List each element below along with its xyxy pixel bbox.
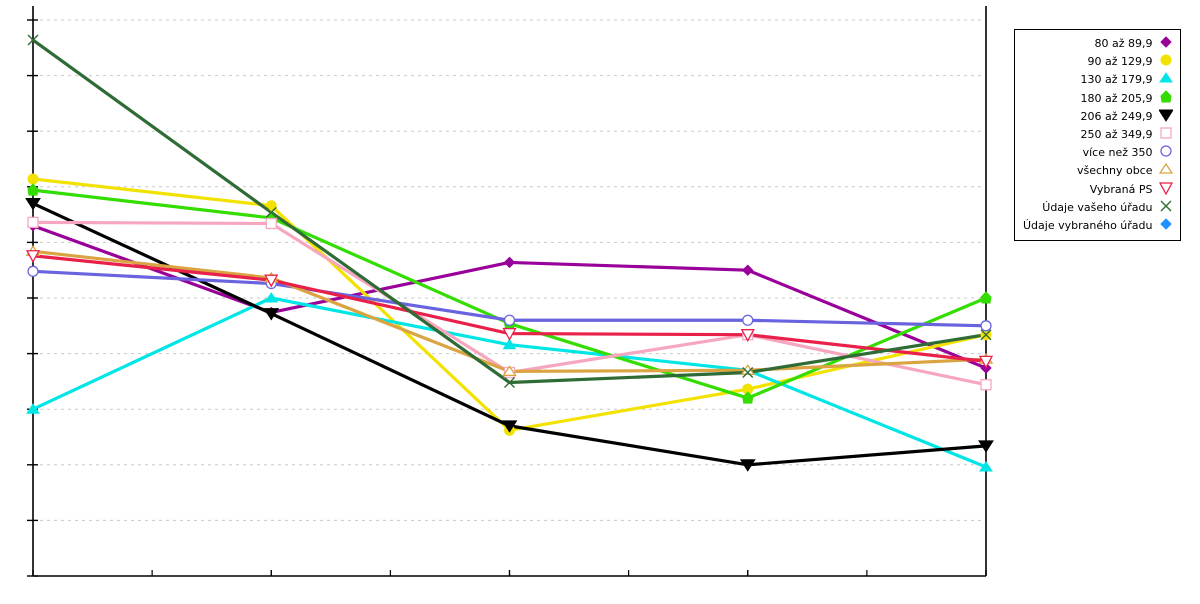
data-point-6-4 xyxy=(980,320,992,332)
data-point-3-3 xyxy=(742,391,754,404)
legend-item-label: více než 350 xyxy=(1082,146,1153,160)
data-point-3-0 xyxy=(27,183,39,196)
legend-marker-triangle-down-open xyxy=(1158,181,1174,199)
legend-marker-x-cross xyxy=(1158,199,1174,217)
legend-item-label: Vybraná PS xyxy=(1089,182,1153,196)
legend-item[interactable]: 206 až 249,9 xyxy=(1023,108,1174,126)
data-point-6-2 xyxy=(503,314,516,326)
data-point-4-2 xyxy=(501,420,518,433)
legend-item-label: 250 až 349,9 xyxy=(1080,128,1153,142)
data-point-6-0 xyxy=(27,265,39,277)
data-point-9-0 xyxy=(27,34,39,46)
legend-marker-diamond xyxy=(1158,35,1174,53)
data-point-6-3 xyxy=(742,314,754,326)
legend-item[interactable]: všechny obce xyxy=(1023,162,1174,180)
data-point-8-1 xyxy=(264,274,279,288)
data-point-2-0 xyxy=(26,403,40,414)
data-point-marker-x-cross xyxy=(1160,200,1171,212)
data-point-2-1 xyxy=(264,292,279,303)
legend-item[interactable]: 90 až 129,9 xyxy=(1023,53,1174,71)
data-point-4-3 xyxy=(739,459,756,472)
legend-item[interactable]: 130 až 179,9 xyxy=(1023,71,1174,89)
data-point-5-4 xyxy=(980,379,992,391)
legend-item-label: Údaje vybraného úřadu xyxy=(1023,219,1153,233)
legend-marker-pentagon-filled xyxy=(1158,89,1174,108)
data-point-9-2 xyxy=(504,377,515,389)
legend-item-label: 90 až 129,9 xyxy=(1087,55,1153,69)
legend-item[interactable]: více než 350 xyxy=(1023,144,1174,162)
data-point-9-3 xyxy=(742,367,754,378)
legend-marker-square-open xyxy=(1158,126,1174,144)
legend-item[interactable]: Vybraná PS xyxy=(1023,181,1174,199)
chart-legend: 80 až 89,9 90 až 129,9 130 až 179,9 180 až … xyxy=(1014,29,1181,242)
series-line-5 xyxy=(31,220,988,387)
data-point-9-4 xyxy=(980,329,992,341)
data-point-marker-triangle-down-open xyxy=(1158,181,1173,195)
data-point-0-3 xyxy=(742,264,754,276)
line-chart-plot-area xyxy=(25,6,994,577)
chart-svg xyxy=(25,6,994,577)
legend-item[interactable]: 180 až 205,9 xyxy=(1023,89,1174,108)
legend-item[interactable]: Údaje vašeho úřadu xyxy=(1023,199,1174,217)
data-point-marker-triangle-up xyxy=(1158,72,1173,83)
data-point-5-0 xyxy=(27,216,39,229)
legend-marker-diamond-filled xyxy=(1158,217,1174,235)
data-point-8-2 xyxy=(502,327,517,341)
series-line-1 xyxy=(31,177,988,432)
legend-item-label: 130 až 179,9 xyxy=(1080,73,1153,87)
data-point-0-2 xyxy=(503,256,516,269)
data-point-9-1 xyxy=(265,206,277,218)
data-point-marker-triangle-up-open xyxy=(1158,163,1173,175)
legend-marker-triangle-up xyxy=(1158,71,1174,89)
legend-marker-triangle-up-open xyxy=(1158,162,1174,180)
legend-item[interactable]: Údaje vybraného úřadu xyxy=(1023,217,1174,235)
data-point-2-4 xyxy=(979,461,993,472)
data-point-marker-circle-open xyxy=(1159,145,1172,157)
data-point-marker-triangle-down xyxy=(1157,109,1174,122)
data-point-3-4 xyxy=(980,291,992,304)
legend-item[interactable]: 250 až 349,9 xyxy=(1023,126,1174,144)
data-point-8-0 xyxy=(25,250,41,264)
legend-item-label: Údaje vašeho úřadu xyxy=(1042,200,1153,214)
data-point-5-1 xyxy=(265,217,277,230)
legend-table: 80 až 89,9 90 až 129,9 130 až 179,9 180 až … xyxy=(1023,35,1174,235)
legend-item-label: 180 až 205,9 xyxy=(1080,91,1153,105)
data-point-marker-diamond-filled xyxy=(1159,218,1172,230)
data-point-8-3 xyxy=(740,329,755,343)
legend-marker-circle-filled xyxy=(1158,53,1174,71)
data-point-8-4 xyxy=(978,355,994,369)
legend-marker-triangle-down xyxy=(1157,108,1174,126)
data-point-marker-square-open xyxy=(1159,127,1172,139)
legend-item-label: 206 až 249,9 xyxy=(1080,109,1153,123)
data-point-1-0 xyxy=(27,173,39,185)
data-point-7-2 xyxy=(502,365,517,377)
data-point-marker-circle-filled xyxy=(1160,54,1171,66)
data-point-2-2 xyxy=(502,338,517,350)
legend-item-label: všechny obce xyxy=(1076,164,1153,178)
data-point-4-0 xyxy=(25,197,41,211)
legend-item-label: 80 až 89,9 xyxy=(1094,37,1153,50)
legend-item[interactable]: 80 až 89,9 xyxy=(1023,35,1174,53)
data-point-marker-diamond xyxy=(1159,36,1172,48)
data-point-1-1 xyxy=(265,200,277,212)
legend-marker-circle-open xyxy=(1158,144,1174,162)
data-point-marker-pentagon-filled xyxy=(1159,89,1172,103)
data-point-4-4 xyxy=(978,440,994,453)
data-point-4-1 xyxy=(263,308,280,321)
